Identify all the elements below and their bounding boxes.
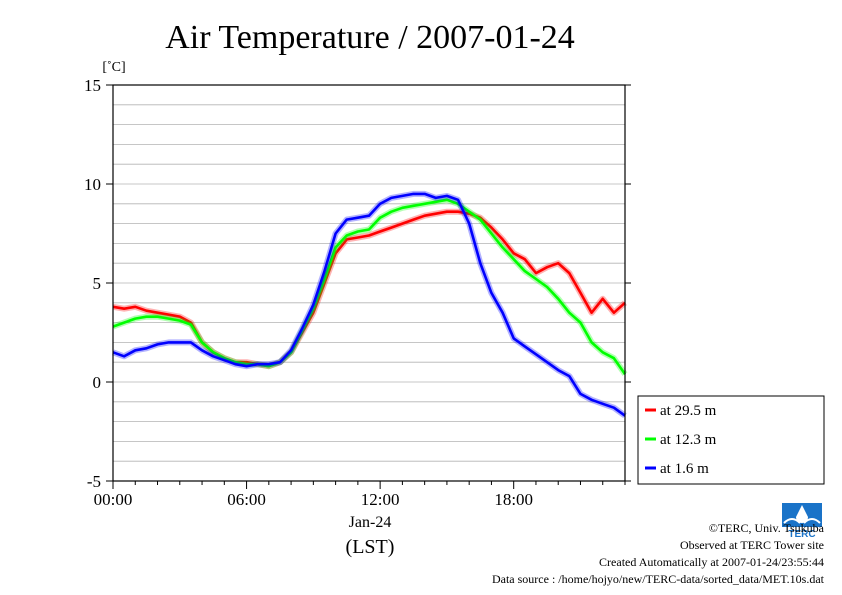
logo-text: TERC [788, 529, 815, 539]
x-tick-label: 12:00 [361, 490, 400, 509]
date-label: Jan-24 [349, 514, 392, 531]
grid-lines [113, 104, 625, 462]
legend: at 29.5 m at 12.3 m at 1.6 m [637, 395, 825, 485]
x-axis-label: (LST) [346, 536, 395, 558]
x-tick-label: 00:00 [94, 490, 133, 509]
legend-label: at 12.3 m [660, 432, 717, 448]
y-tick-label: 5 [93, 274, 102, 293]
x-tick-label: 06:00 [227, 490, 266, 509]
chart-title: Air Temperature / 2007-01-24 [165, 19, 575, 56]
y-tick-label: 15 [84, 76, 101, 95]
credit-created: Created Automatically at 2007-01-24/23:5… [599, 555, 824, 569]
x-tick-label: 18:00 [494, 490, 533, 509]
y-tick-label: -5 [87, 472, 101, 491]
credit-site: Observed at TERC Tower site [679, 538, 824, 552]
series-layer [111, 190, 628, 419]
legend-label: at 1.6 m [660, 461, 709, 477]
series-line-at-1-6-m [112, 192, 626, 417]
terc-logo-icon: TERC [782, 503, 822, 539]
y-axis: 15 10 5 0 -5 [84, 76, 631, 491]
y-tick-label: 0 [93, 373, 102, 392]
y-axis-unit: [˚C] [102, 60, 125, 75]
x-axis: 00:00 06:00 12:00 18:00 [94, 481, 626, 509]
series-line-at-12-3-m [112, 198, 627, 375]
credit-source: Data source : /home/hojyo/new/TERC-data/… [491, 572, 824, 586]
legend-box [637, 395, 825, 485]
credit-copyright: ©TERC, Univ. Tsukuba [708, 521, 824, 535]
legend-label: at 29.5 m [660, 403, 717, 419]
y-tick-label: 10 [84, 175, 101, 194]
